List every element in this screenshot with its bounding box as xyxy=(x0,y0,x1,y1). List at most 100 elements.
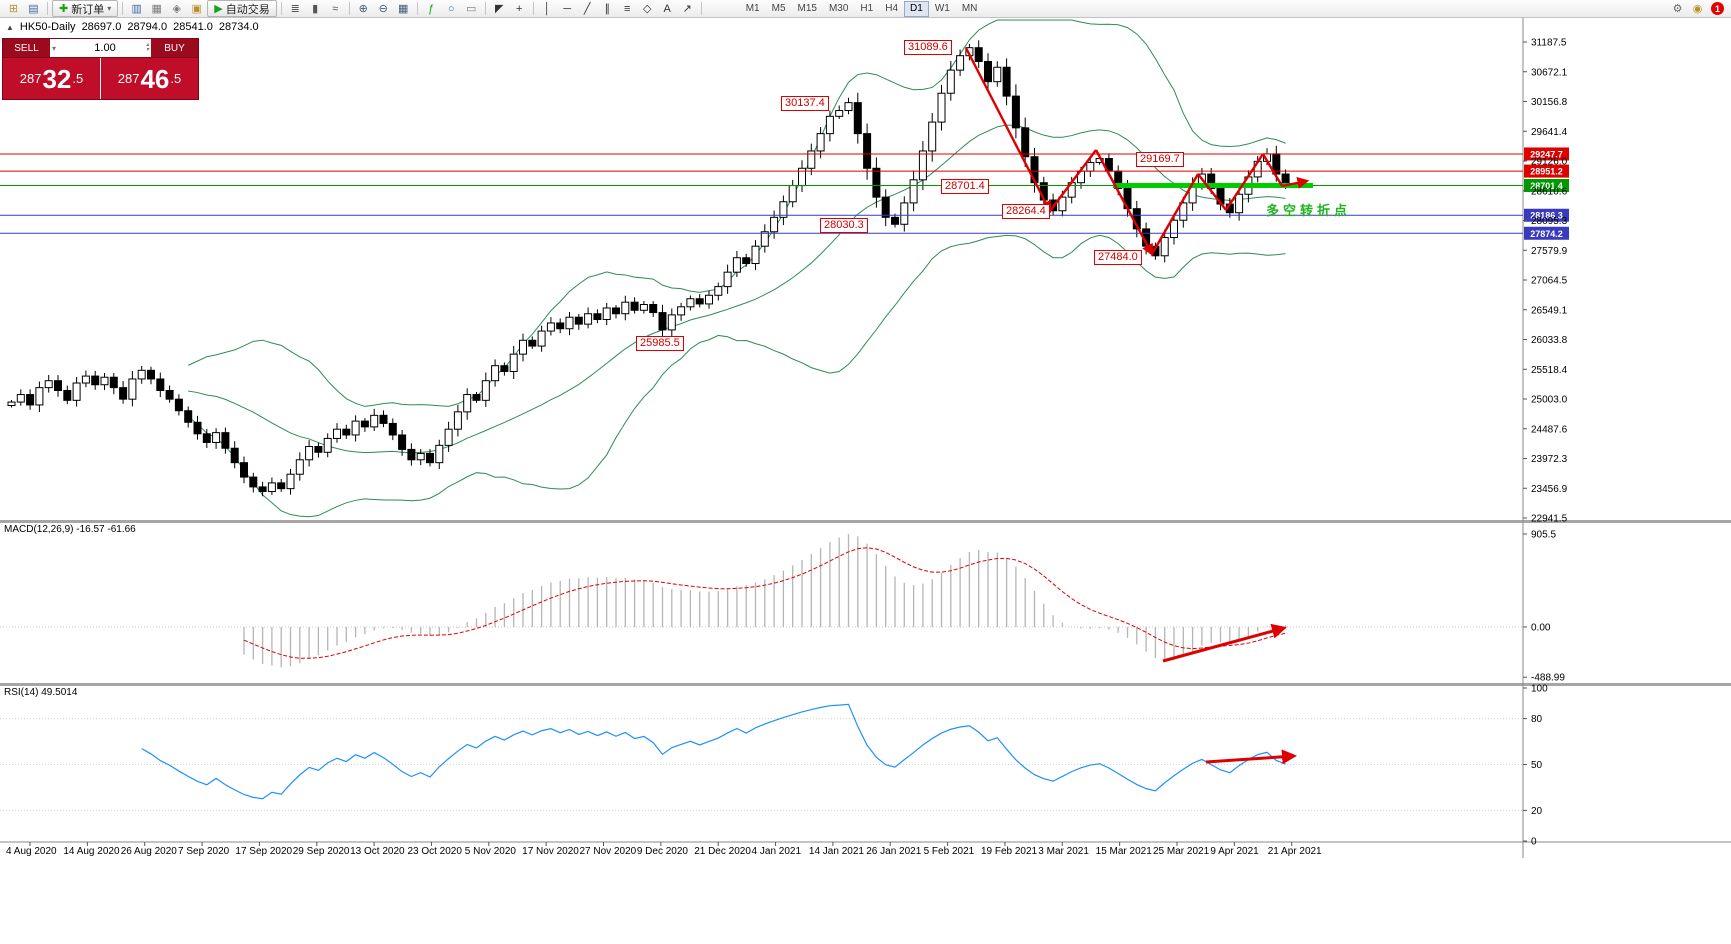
arrow-objects-icon[interactable]: ↗ xyxy=(682,3,692,15)
crosshair-icon[interactable]: + xyxy=(515,2,523,15)
templates-icon[interactable]: ▭ xyxy=(466,3,477,15)
swing-price-label[interactable]: 28264.4 xyxy=(1002,204,1050,219)
date-axis-label: 9 Apr 2021 xyxy=(1210,846,1259,857)
trend-arrow[interactable] xyxy=(1224,153,1265,211)
timeframe-m30-button[interactable]: M30 xyxy=(828,3,849,14)
chart-properties-icon[interactable]: ⚙ xyxy=(1672,3,1683,15)
stepper-up-icon[interactable]: ▴ xyxy=(145,42,149,48)
stepper-down-icon[interactable]: ▾ xyxy=(145,47,149,53)
timeframe-m15-button[interactable]: M15 xyxy=(797,3,817,14)
swing-price-label[interactable]: 25985.5 xyxy=(636,336,684,351)
notification-badge[interactable]: 1 xyxy=(1711,2,1724,15)
date-axis-label: 23 Oct 2020 xyxy=(407,846,462,857)
timeframe-h1-button[interactable]: H1 xyxy=(860,3,874,14)
terminal-icon[interactable]: ▣ xyxy=(191,3,202,15)
candlestick-series xyxy=(7,40,1290,497)
buy-button[interactable]: BUY xyxy=(151,39,198,57)
cycles-icon[interactable]: ○ xyxy=(447,2,455,15)
sell-price-prefix: 287 xyxy=(19,71,42,86)
cursor-icon[interactable]: ◤ xyxy=(494,3,504,15)
trend-arrow[interactable] xyxy=(1094,149,1154,257)
horizontal-line-icon[interactable]: ─ xyxy=(563,2,572,15)
pane-separator[interactable] xyxy=(0,683,1731,686)
trend-arrow[interactable] xyxy=(1197,173,1227,211)
one-click-trading-panel: SELL ▾ 1.00 ▴ ▾ BUY 287 32.5 287 46.5 xyxy=(2,38,199,100)
trend-arrow[interactable] xyxy=(1049,149,1097,212)
equidistant-channel-icon[interactable]: ∥ xyxy=(604,3,610,15)
fibonacci-icon[interactable]: ≡ xyxy=(623,2,631,15)
turning-point-annotation[interactable]: 多空转折点 xyxy=(1266,203,1352,218)
date-axis-label: 9 Dec 2020 xyxy=(637,846,689,857)
trend-arrow[interactable] xyxy=(1261,153,1284,187)
zoom-out-icon[interactable]: ⊖ xyxy=(378,3,388,15)
date-axis-label: 21 Apr 2021 xyxy=(1268,846,1322,857)
price-scale-label: 30156.8 xyxy=(1531,97,1568,108)
zoom-in-icon[interactable]: ⊕ xyxy=(358,3,368,15)
sell-button[interactable]: SELL xyxy=(3,39,50,57)
swing-price-label[interactable]: 31089.6 xyxy=(904,40,952,55)
date-axis-label: 17 Sep 2020 xyxy=(235,846,292,857)
toolbar-separator xyxy=(348,2,350,15)
indicators-icon[interactable]: ƒ xyxy=(428,2,435,15)
candles-chart-icon[interactable]: ▮ xyxy=(312,3,319,15)
macd-trend-arrow[interactable] xyxy=(1162,623,1287,663)
rsi-line xyxy=(141,703,1286,800)
new-chart-icon[interactable]: ⊞ xyxy=(8,3,19,15)
volume-dropdown-icon[interactable]: ▾ xyxy=(52,43,57,53)
text-icon[interactable]: A xyxy=(663,2,671,15)
date-axis-label: 15 Mar 2021 xyxy=(1096,846,1153,857)
volume-field[interactable]: ▾ 1.00 ▴ ▾ xyxy=(50,39,151,57)
date-axis-label: 26 Jan 2021 xyxy=(866,846,921,857)
date-axis-label: 4 Jan 2021 xyxy=(752,846,802,857)
swing-price-label[interactable]: 29169.7 xyxy=(1136,152,1184,167)
date-axis-label: 17 Nov 2020 xyxy=(522,846,579,857)
price-tag xyxy=(1524,147,1569,161)
alerts-icon[interactable]: ◉ xyxy=(1692,3,1703,15)
swing-price-label[interactable]: 28030.3 xyxy=(820,218,868,233)
price-scale-label: 23972.3 xyxy=(1531,454,1568,465)
rsi-trend-arrow[interactable] xyxy=(1205,749,1297,765)
rsi-scale-label: 20 xyxy=(1531,806,1543,817)
price-scale-label: 25518.4 xyxy=(1531,365,1568,376)
timeframe-w1-button[interactable]: W1 xyxy=(934,3,950,14)
swing-price-label[interactable]: 28701.4 xyxy=(941,179,989,194)
price-tag xyxy=(1524,208,1569,222)
swing-price-label[interactable]: 30137.4 xyxy=(781,96,829,111)
timeframe-h4-button[interactable]: H4 xyxy=(885,3,899,14)
shapes-icon[interactable]: ◇ xyxy=(642,3,652,15)
price-scale-label: 30672.1 xyxy=(1531,67,1568,78)
data-window-icon[interactable]: ▦ xyxy=(151,3,162,15)
date-axis-label: 7 Sep 2020 xyxy=(178,846,230,857)
profiles-icon[interactable]: ▤ xyxy=(28,3,39,15)
bars-chart-icon[interactable]: ≣ xyxy=(290,3,300,15)
buy-price-prefix: 287 xyxy=(117,71,140,86)
line-chart-icon[interactable]: ≈ xyxy=(332,2,339,15)
market-watch-icon[interactable]: ▥ xyxy=(131,3,142,15)
price-scale-label: 25003.0 xyxy=(1531,395,1568,406)
auto-trading-button[interactable]: ▶ 自动交易 xyxy=(207,0,277,17)
sell-price-button[interactable]: 287 32.5 xyxy=(3,58,100,99)
timeframe-mn-button[interactable]: MN xyxy=(961,3,978,14)
price-tag-label: 28951.2 xyxy=(1530,167,1563,177)
vertical-line-icon[interactable]: │ xyxy=(543,2,551,15)
support-zone-line[interactable] xyxy=(1113,183,1313,189)
buy-price-button[interactable]: 287 46.5 xyxy=(101,58,198,99)
tile-windows-icon[interactable]: ▦ xyxy=(398,3,409,15)
price-tag xyxy=(1524,164,1569,178)
trendline-icon[interactable]: ╱ xyxy=(583,3,591,15)
sell-price-big: 32 xyxy=(42,63,72,94)
new-order-button[interactable]: ✚ 新订单 ▾ xyxy=(52,0,119,17)
navigator-icon[interactable]: ◈ xyxy=(172,3,181,15)
trend-arrow[interactable] xyxy=(964,47,1052,214)
trend-arrow[interactable] xyxy=(1281,176,1310,189)
timeframe-m1-button[interactable]: M1 xyxy=(745,3,760,14)
timeframe-m5-button[interactable]: M5 xyxy=(771,3,786,14)
one-click-toggle-icon[interactable]: ▲ xyxy=(6,22,14,32)
swing-price-label[interactable]: 27484.0 xyxy=(1094,250,1142,265)
trend-arrow[interactable] xyxy=(1150,173,1200,255)
date-axis-label: 13 Oct 2020 xyxy=(350,846,405,857)
volume-stepper[interactable]: ▴ ▾ xyxy=(145,42,149,53)
timeframe-d1-button[interactable]: D1 xyxy=(904,0,929,17)
pane-separator[interactable] xyxy=(0,520,1731,523)
